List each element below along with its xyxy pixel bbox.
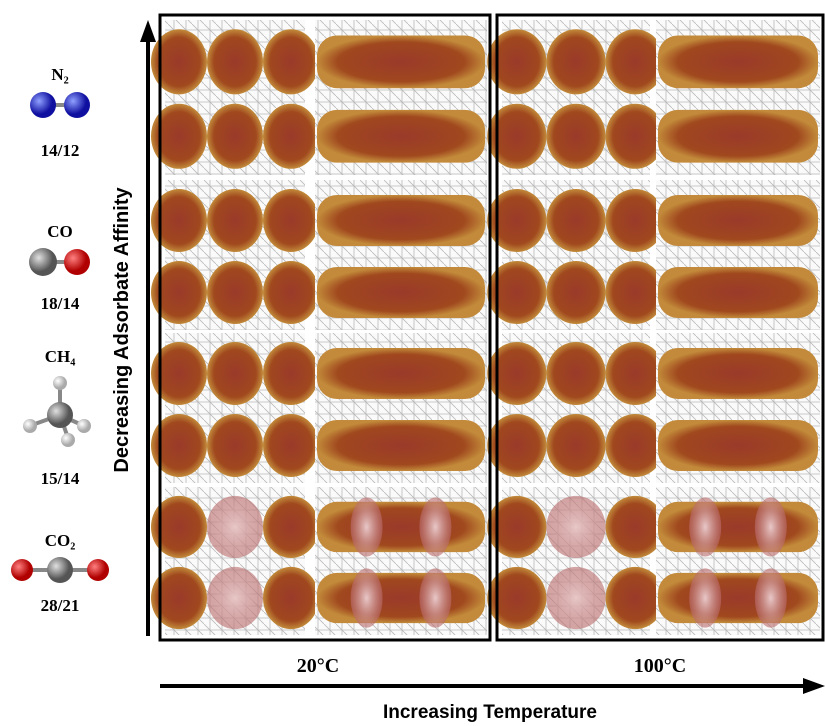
pore xyxy=(546,342,605,405)
channel xyxy=(658,195,818,246)
molecule-label: CO₂ xyxy=(45,531,76,550)
pore xyxy=(207,189,263,252)
channel-site xyxy=(755,568,787,627)
pore xyxy=(606,342,665,405)
channel xyxy=(317,36,485,89)
channel xyxy=(317,502,485,552)
molecule-label: N₂ xyxy=(51,65,68,84)
channel xyxy=(317,573,485,623)
pore xyxy=(606,261,665,324)
molecule-ratio: 14/12 xyxy=(41,141,80,160)
channel-site xyxy=(351,497,383,556)
pore xyxy=(207,342,263,405)
column-label: 100°C xyxy=(634,655,686,677)
molecule-co xyxy=(29,248,90,276)
y-arrow-head xyxy=(140,20,156,42)
pore xyxy=(207,496,263,558)
pore xyxy=(606,567,665,629)
pore xyxy=(263,189,319,252)
molecule-n2 xyxy=(30,92,90,118)
pore xyxy=(207,261,263,324)
channel-site xyxy=(755,497,787,556)
pore xyxy=(263,342,319,405)
channel xyxy=(317,195,485,246)
pore xyxy=(546,29,605,94)
molecule-co2 xyxy=(11,557,109,583)
figure: N₂ 14/12 CO 18/14 CH₄ 15/14 CO₂ 28/21 De… xyxy=(0,0,825,726)
pore xyxy=(263,29,319,94)
molecule-ratio: 18/14 xyxy=(41,294,80,313)
x-axis-label: Increasing Temperature xyxy=(383,702,597,723)
y-axis-label: Decreasing Adsorbate Affinity xyxy=(111,187,133,473)
molecule-ratio: 15/14 xyxy=(41,469,80,488)
pore xyxy=(263,567,319,629)
column-label: 20°C xyxy=(297,655,339,677)
pore xyxy=(546,414,605,477)
channel xyxy=(317,348,485,399)
x-arrow-head xyxy=(803,678,825,694)
channel xyxy=(658,573,818,623)
pore xyxy=(546,189,605,252)
panels xyxy=(151,20,820,635)
molecule-label: CH₄ xyxy=(45,347,76,366)
pore xyxy=(606,104,665,169)
pore xyxy=(546,261,605,324)
pore xyxy=(263,414,319,477)
pore xyxy=(606,414,665,477)
pore xyxy=(546,567,605,629)
channel xyxy=(658,348,818,399)
pore xyxy=(207,29,263,94)
channel-site xyxy=(351,568,383,627)
pore xyxy=(606,29,665,94)
channel xyxy=(317,420,485,471)
pore xyxy=(263,104,319,169)
pore xyxy=(207,104,263,169)
pore xyxy=(546,104,605,169)
channel xyxy=(658,110,818,163)
channel-site xyxy=(689,568,721,627)
channel xyxy=(658,36,818,89)
pore xyxy=(207,567,263,629)
channel xyxy=(658,420,818,471)
pore xyxy=(606,189,665,252)
pore xyxy=(606,496,665,558)
molecule-ch4 xyxy=(23,376,91,447)
channel-site xyxy=(689,497,721,556)
channel xyxy=(317,110,485,163)
pore xyxy=(263,496,319,558)
pore xyxy=(263,261,319,324)
channel xyxy=(658,267,818,318)
molecule-ratio: 28/21 xyxy=(41,596,80,615)
channel xyxy=(317,267,485,318)
channel-site xyxy=(419,497,451,556)
channel xyxy=(658,502,818,552)
pore xyxy=(207,414,263,477)
pore xyxy=(546,496,605,558)
molecule-label: CO xyxy=(47,222,73,241)
channel-site xyxy=(419,568,451,627)
